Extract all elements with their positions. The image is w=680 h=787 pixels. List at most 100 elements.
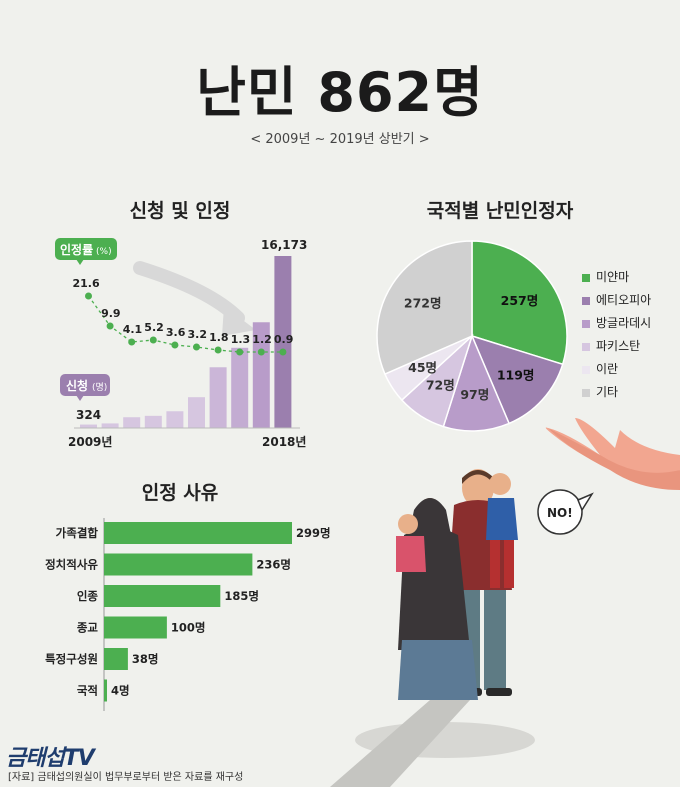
reason-category-label: 인종 — [77, 589, 99, 603]
application-bar — [209, 367, 227, 428]
reason-value-label: 4명 — [111, 684, 130, 698]
rate-value-label: 1.3 — [231, 333, 251, 346]
application-bar — [252, 322, 270, 428]
legend-label: 방글라데시 — [596, 316, 652, 330]
pie-slice-label: 97명 — [460, 387, 489, 402]
legend-item: 에티오피아 — [582, 291, 651, 308]
legend-swatch — [582, 388, 590, 397]
rate-point — [279, 348, 287, 356]
reason-value-label: 236명 — [256, 558, 291, 572]
legend-item: 기타 — [582, 383, 618, 400]
rate-point — [149, 336, 157, 344]
reason-bar — [104, 553, 253, 576]
application-bar — [231, 347, 249, 428]
year-start-label: 2009년 — [68, 435, 112, 449]
reason-category-label: 특정구성원 — [45, 652, 98, 666]
rate-value-label: 4.1 — [123, 323, 143, 336]
application-bar — [123, 417, 141, 428]
first-apply-value: 324 — [76, 408, 101, 422]
application-bar — [274, 256, 292, 428]
rate-line-path — [87, 295, 283, 353]
reason-bar — [104, 679, 107, 702]
rate-value-label: 9.9 — [101, 307, 121, 320]
reason-bar — [104, 616, 167, 639]
trend-arrow-head — [222, 306, 256, 336]
rate-point — [106, 322, 114, 330]
rate-badge-label: 인정률 — [60, 242, 93, 257]
reason-value-label: 185명 — [224, 589, 259, 603]
rate-point — [193, 343, 200, 351]
rate-value-label: 1.8 — [209, 331, 229, 344]
rate-value-label: 1.2 — [252, 333, 271, 346]
legend-label: 파키스탄 — [596, 339, 641, 353]
stop-hand-illustration — [545, 418, 680, 490]
rate-point — [171, 341, 179, 349]
applications-section-title: 신청 및 인정 — [129, 200, 231, 222]
legend-label: 미얀마 — [596, 270, 630, 284]
reason-category-label: 정치적사유 — [45, 558, 98, 572]
applications-bars — [80, 256, 292, 428]
reason-bar — [104, 522, 292, 544]
legend-swatch — [582, 365, 590, 374]
legend-item: 미얀마 — [582, 268, 629, 285]
rate-point — [236, 348, 244, 356]
legend-item: 방글라데시 — [582, 314, 651, 331]
application-bar — [101, 423, 119, 428]
legend-swatch — [582, 273, 590, 282]
pie-slice — [470, 334, 564, 425]
reason-category-label: 국적 — [77, 684, 98, 698]
rate-value-label: 0.9 — [274, 333, 294, 346]
reasons-section-title: 인정 사유 — [141, 482, 219, 504]
trend-arrow — [133, 261, 245, 325]
rate-badge-unit: (%) — [96, 247, 112, 257]
rate-value-label: 21.6 — [73, 277, 100, 290]
legend-item: 파키스탄 — [582, 337, 640, 354]
nationality-pie: 257명 119명 97명 72명 45명 272명 — [376, 240, 568, 432]
legend-swatch — [582, 319, 590, 328]
rate-value-label: 3.6 — [166, 326, 186, 339]
rate-badge: 인정률 (%) — [55, 238, 117, 265]
legend-swatch — [582, 342, 590, 351]
source-note: [자료] 금태섭의원실이 법무부로부터 받은 자료를 재구성 — [8, 772, 244, 783]
application-bar — [144, 415, 162, 428]
rate-value-label: 5.2 — [144, 321, 164, 334]
rate-point — [214, 346, 222, 354]
application-bar — [80, 424, 97, 428]
reason-category-label: 가족결합 — [56, 526, 99, 540]
pie-slice-label: 119명 — [497, 368, 535, 383]
page-subtitle: < 2009년 ~ 2019년 상반기 > — [250, 132, 430, 147]
application-bar — [166, 411, 184, 428]
no-speech-bubble: NO! — [537, 489, 594, 535]
refugee-family-illustration — [330, 469, 535, 787]
legend-label: 이란 — [596, 362, 619, 376]
pie-slice-label: 45명 — [408, 360, 437, 375]
rate-value-label: 3.2 — [188, 328, 208, 341]
pie-slice — [442, 333, 511, 432]
rate-point — [128, 338, 136, 346]
reason-value-label: 100명 — [171, 621, 206, 635]
nationality-section-title: 국적별 난민인정자 — [426, 200, 574, 222]
last-apply-value: 16,173 — [261, 238, 307, 252]
page-title: 난민 862명 — [196, 61, 484, 124]
reason-category-label: 종교 — [77, 621, 99, 635]
legend-swatch — [582, 296, 590, 305]
legend-label: 기타 — [596, 385, 619, 399]
year-end-label: 2018년 — [262, 435, 306, 449]
pie-slice-label: 272명 — [404, 296, 442, 311]
pie-slice-label: 257명 — [501, 293, 539, 308]
apply-badge-label: 신청 — [66, 378, 88, 393]
rate-line: 21.6 9.94.1 5.2 3.6 3.2 1.8 1.3 1.2 0.9 — [73, 277, 294, 356]
brand-logo: 금태섭TV — [6, 746, 95, 771]
rate-point — [85, 292, 92, 300]
pie-slice — [471, 240, 568, 366]
reason-bar — [104, 585, 221, 607]
pie-slice-label: 72명 — [426, 378, 455, 393]
apply-badge-unit: (명) — [92, 382, 107, 393]
reason-bar — [104, 648, 128, 670]
legend-label: 에티오피아 — [596, 293, 652, 307]
apply-badge: 신청 (명) — [60, 374, 110, 401]
application-bar — [188, 397, 205, 428]
reason-value-label: 299명 — [296, 526, 331, 540]
